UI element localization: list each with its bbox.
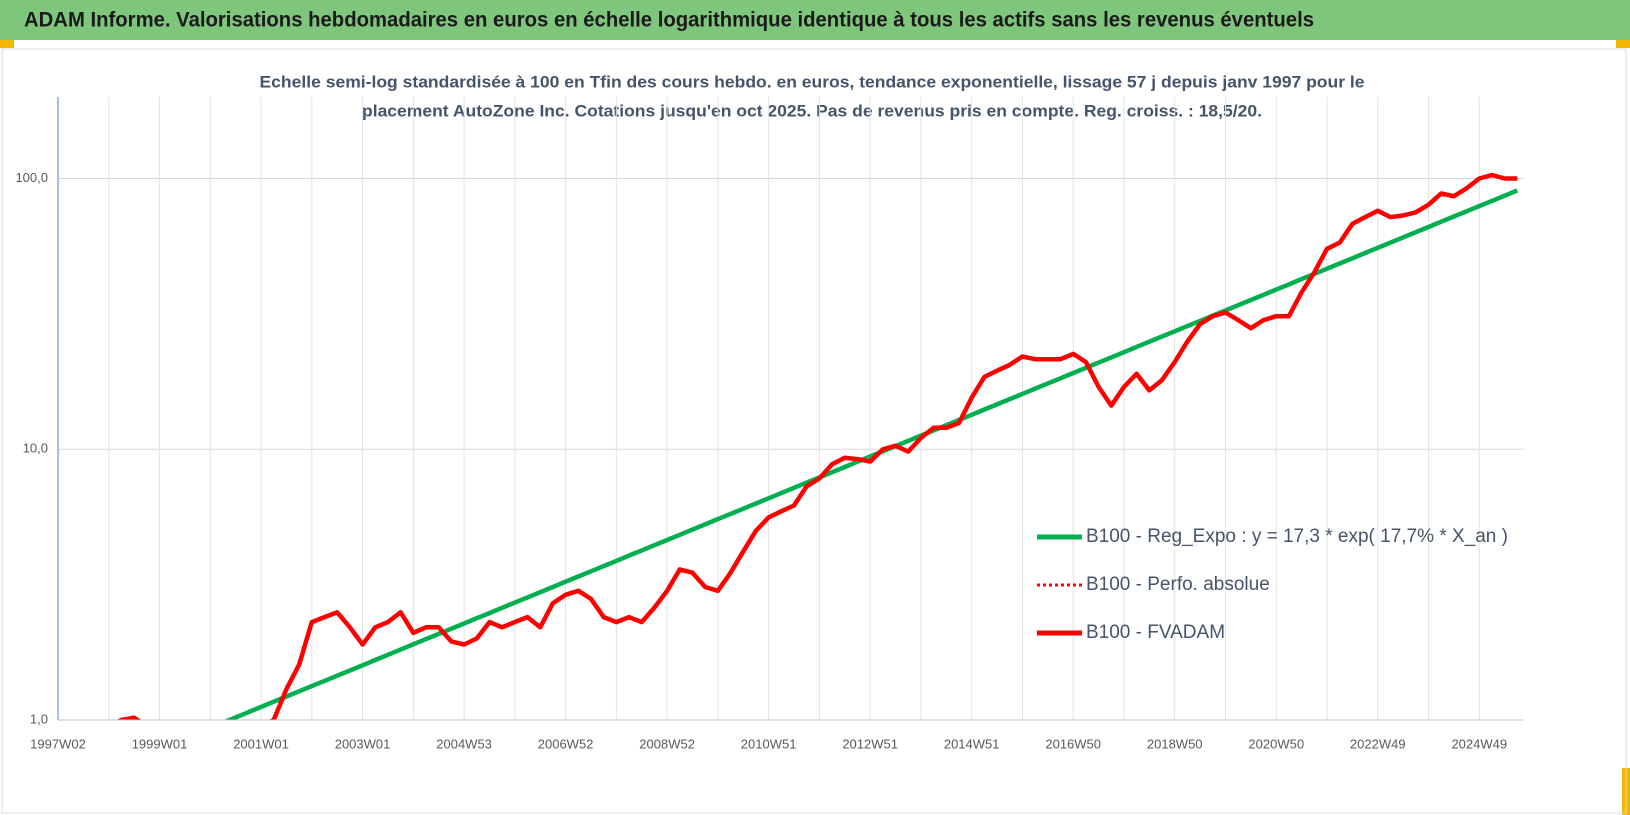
series-line bbox=[223, 188, 1519, 720]
x-tick-label: 2006W52 bbox=[538, 736, 594, 751]
chart-subtitle: Echelle semi-log standardisée à 100 en T… bbox=[260, 72, 1365, 91]
y-tick-label: 100,0 bbox=[15, 170, 48, 185]
x-tick-label: 2022W49 bbox=[1350, 736, 1406, 751]
x-tick-label: 2020W50 bbox=[1248, 736, 1304, 751]
page-title: ADAM Informe. Valorisations hebdomadaire… bbox=[24, 9, 1314, 32]
ticks: 1,0 10,0 100,0 1997W02 1999W01 2001W01 2003W01… bbox=[15, 170, 1507, 751]
y-tick-label: 1,0 bbox=[30, 711, 48, 726]
series-line bbox=[116, 172, 1518, 720]
x-tick-label: 1999W01 bbox=[132, 736, 188, 751]
x-tick-label: 2016W50 bbox=[1045, 736, 1101, 751]
legend: B100 - Reg_Expo : y = 17,3 * exp( 17,7% … bbox=[1037, 526, 1508, 643]
corner-mark bbox=[1616, 40, 1630, 48]
legend-label: B100 - Perfo. absolue bbox=[1086, 574, 1270, 595]
x-tick-label: 2004W53 bbox=[436, 736, 492, 751]
x-tick-label: 2018W50 bbox=[1147, 736, 1203, 751]
y-tick-label: 10,0 bbox=[23, 441, 48, 456]
x-tick-label: 1997W02 bbox=[30, 736, 86, 751]
x-tick-label: 2014W51 bbox=[944, 736, 1000, 751]
x-tick-label: 2001W01 bbox=[233, 736, 289, 751]
chart-border bbox=[1, 48, 1627, 814]
x-tick-label: 2010W51 bbox=[741, 736, 797, 751]
corner-mark bbox=[0, 40, 14, 48]
plot-area bbox=[116, 172, 1519, 720]
x-tick-label: 2003W01 bbox=[335, 736, 391, 751]
legend-label: B100 - Reg_Expo : y = 17,3 * exp( 17,7% … bbox=[1086, 526, 1508, 547]
x-tick-label: 2012W51 bbox=[842, 736, 898, 751]
legend-label: B100 - FVADAM bbox=[1086, 622, 1225, 643]
x-tick-label: 2024W49 bbox=[1451, 736, 1507, 751]
x-tick-label: 2008W52 bbox=[639, 736, 695, 751]
header-bar bbox=[0, 0, 1630, 40]
chart-subtitle: placement AutoZone Inc. Cotations jusqu'… bbox=[362, 101, 1262, 120]
